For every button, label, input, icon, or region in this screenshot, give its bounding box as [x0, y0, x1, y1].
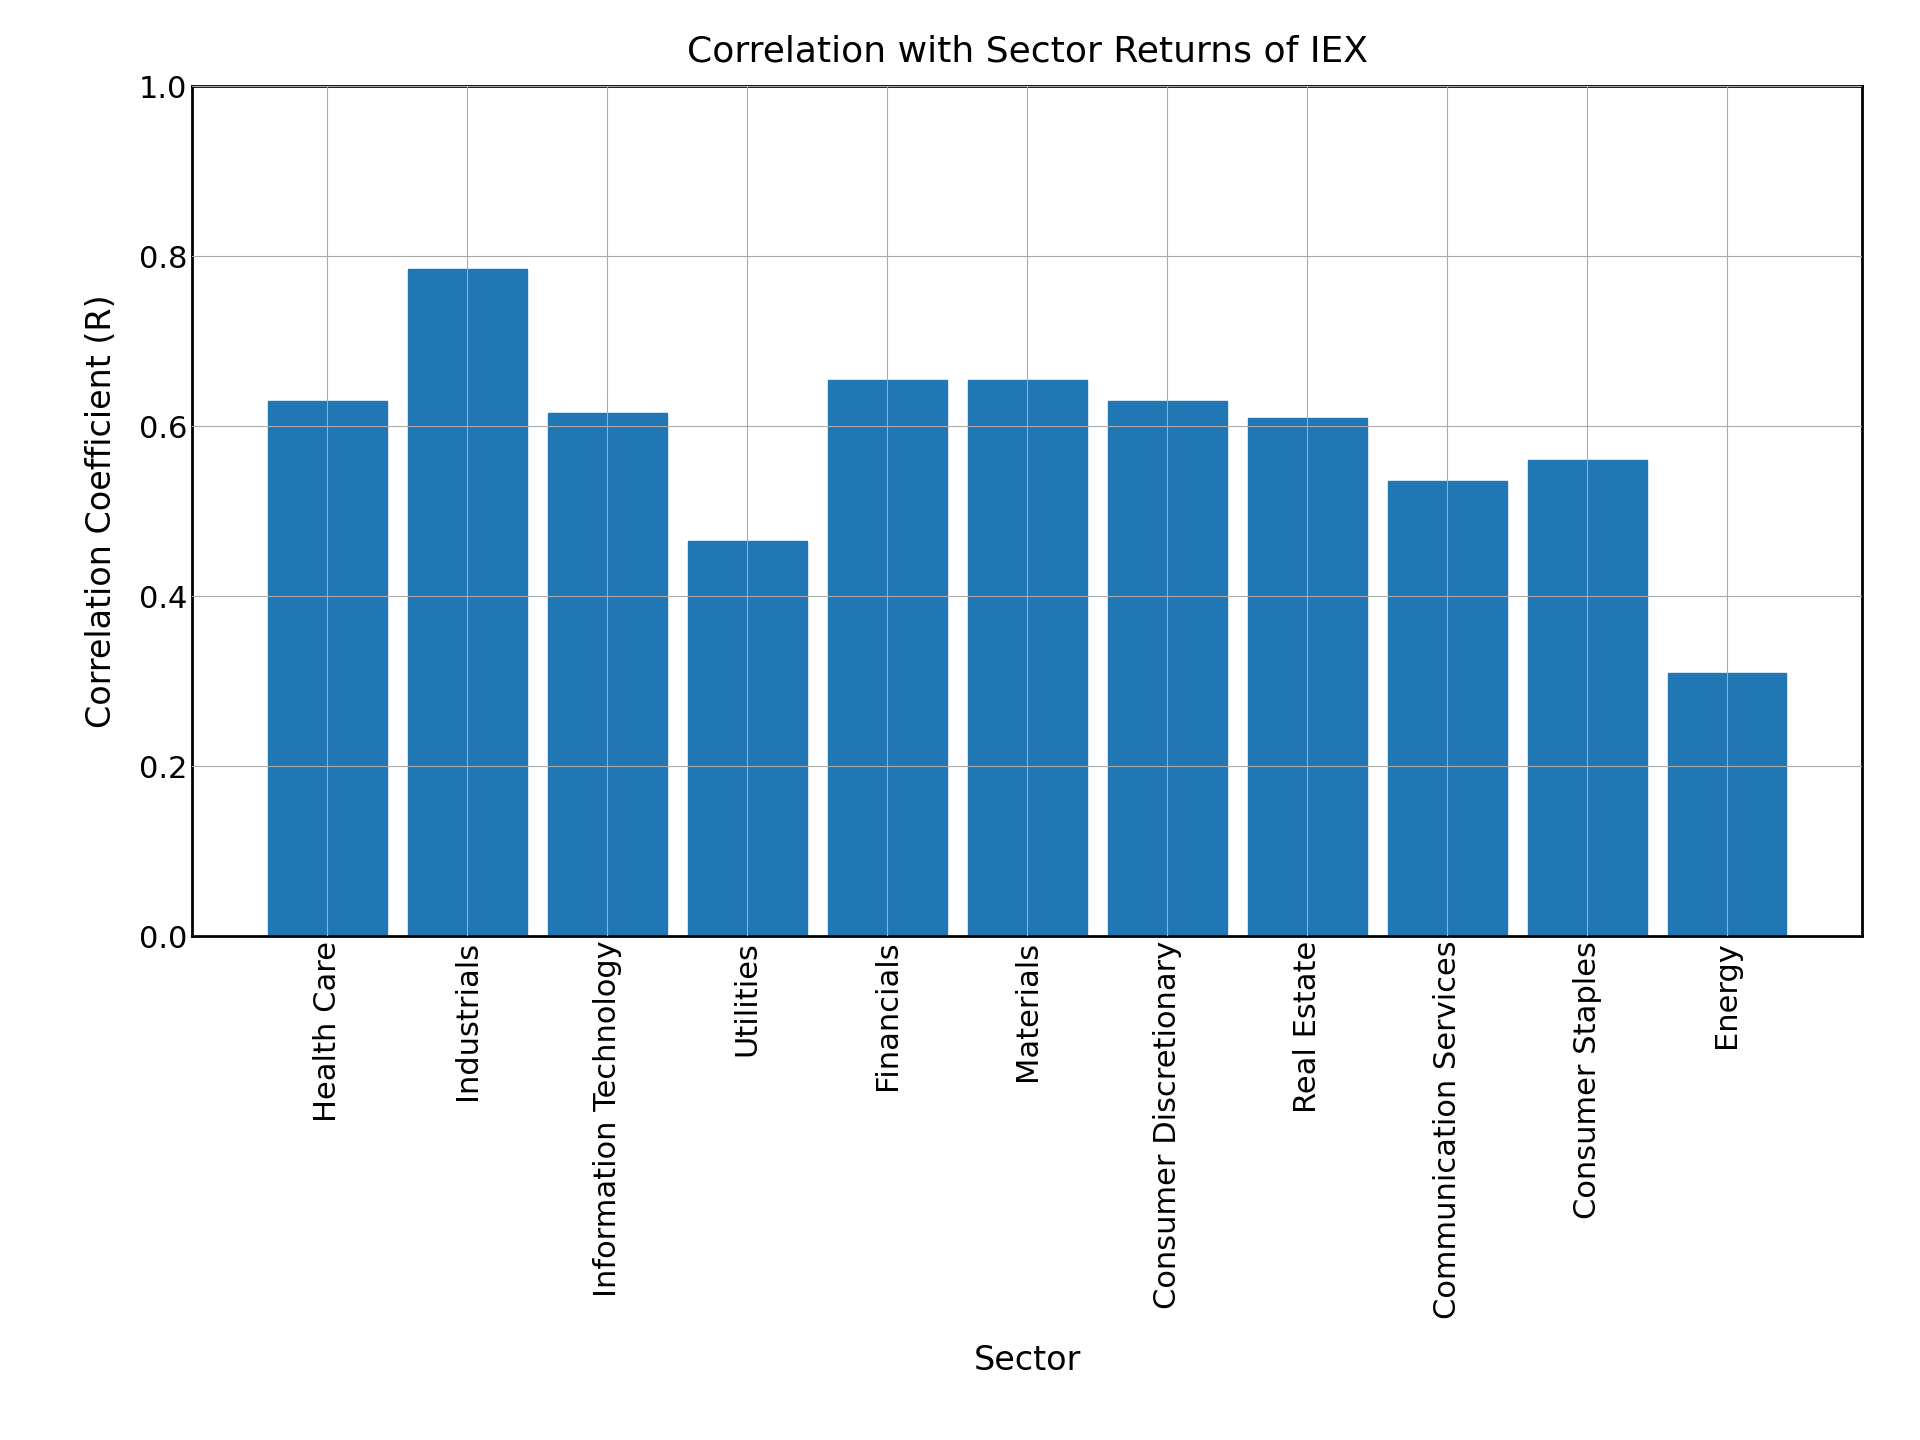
Bar	[1388, 481, 1507, 936]
Bar	[1667, 672, 1786, 936]
Bar	[547, 413, 666, 936]
Bar	[407, 269, 526, 936]
Bar	[1108, 400, 1227, 936]
X-axis label: Sector: Sector	[973, 1345, 1081, 1378]
Title: Correlation with Sector Returns of IEX: Correlation with Sector Returns of IEX	[687, 35, 1367, 68]
Bar	[269, 400, 388, 936]
Bar	[828, 380, 947, 936]
Bar	[687, 541, 806, 936]
Y-axis label: Correlation Coefficient (R): Correlation Coefficient (R)	[84, 294, 117, 729]
Bar	[1528, 461, 1647, 936]
Bar	[968, 380, 1087, 936]
Bar	[1248, 418, 1367, 936]
